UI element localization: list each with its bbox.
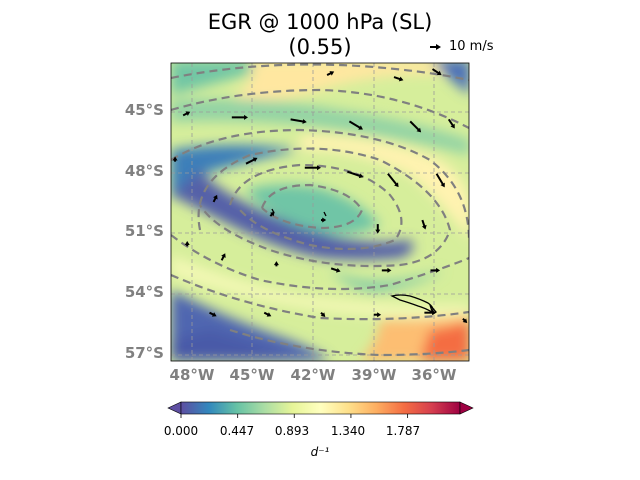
colorbar-tick-label: 1.340	[330, 424, 366, 438]
lat-label: 45°S	[124, 101, 164, 119]
island-outline	[323, 211, 327, 217]
colorbar-gradient	[180, 401, 461, 415]
lat-label: 48°S	[124, 162, 164, 180]
contour-line	[171, 273, 469, 321]
wind-vector	[375, 224, 381, 234]
lon-label: 36°W	[411, 366, 457, 384]
pressure-contours	[171, 63, 469, 357]
contour-line	[229, 328, 469, 357]
lat-label: 57°S	[124, 344, 164, 362]
wind-vector	[184, 241, 190, 247]
contour-line	[171, 128, 469, 241]
lon-label: 45°W	[229, 366, 275, 384]
wind-vector	[326, 71, 335, 76]
wind-vector	[381, 267, 392, 273]
reference-arrow-icon	[430, 44, 441, 50]
wind-vector	[435, 173, 445, 188]
title-line-1: EGR @ 1000 hPa (SL)	[207, 10, 433, 34]
wind-vector	[462, 318, 468, 324]
lon-label: 48°W	[169, 366, 215, 384]
map-panel	[170, 62, 470, 362]
colorbar	[167, 401, 474, 418]
title-line-2: (0.55)	[288, 35, 352, 59]
wind-vector	[431, 68, 442, 76]
wind-vector	[212, 194, 218, 203]
lon-label: 42°W	[290, 366, 336, 384]
wind-vector	[347, 170, 364, 179]
wind-vector	[387, 173, 399, 188]
wind-vector	[273, 261, 279, 267]
lat-label: 54°S	[124, 283, 164, 301]
wind-vector	[430, 267, 441, 273]
contour-line	[171, 63, 469, 82]
figure-title: EGR @ 1000 hPa (SL) (0.55)	[170, 10, 470, 60]
reference-vector-label: 10 m/s	[449, 39, 494, 54]
wind-vector	[172, 156, 178, 162]
wind-vector	[409, 120, 422, 133]
colorbar-tick-label: 0.447	[219, 424, 255, 438]
wind-vector	[220, 253, 226, 261]
wind-vector	[231, 114, 249, 120]
contour-line	[171, 234, 469, 291]
colorbar-tick-label: 0.893	[274, 424, 310, 438]
colorbar-ticks	[180, 414, 409, 418]
wind-vector	[330, 267, 341, 273]
wind-vector	[447, 118, 455, 129]
wind-vectors	[172, 68, 468, 324]
wind-vector	[182, 111, 191, 117]
contour-line	[171, 88, 469, 129]
colorbar-tick-label: 0.000	[163, 424, 199, 438]
lat-label: 51°S	[124, 222, 164, 240]
wind-vector	[209, 311, 217, 317]
wind-vector	[304, 165, 321, 171]
wind-vector	[263, 311, 272, 317]
colorbar-extend-max	[459, 401, 474, 415]
wind-vector	[321, 217, 327, 223]
colorbar-tick-label: 1.787	[385, 424, 421, 438]
wind-vector	[348, 120, 363, 130]
contour-line	[260, 183, 364, 230]
lon-label: 39°W	[351, 366, 397, 384]
wind-vector	[290, 118, 307, 124]
colorbar-label: d⁻¹	[310, 445, 330, 459]
wind-vector	[320, 311, 326, 317]
contour-line	[228, 163, 403, 251]
contour-line	[197, 147, 452, 268]
wind-vector	[373, 312, 382, 318]
wind-vector	[421, 219, 427, 230]
wind-vector	[424, 310, 437, 316]
wind-vector	[269, 211, 275, 217]
wind-vector	[393, 76, 404, 82]
wind-vector	[245, 157, 258, 165]
colorbar-extend-min	[167, 401, 182, 415]
map-frame	[170, 62, 470, 362]
